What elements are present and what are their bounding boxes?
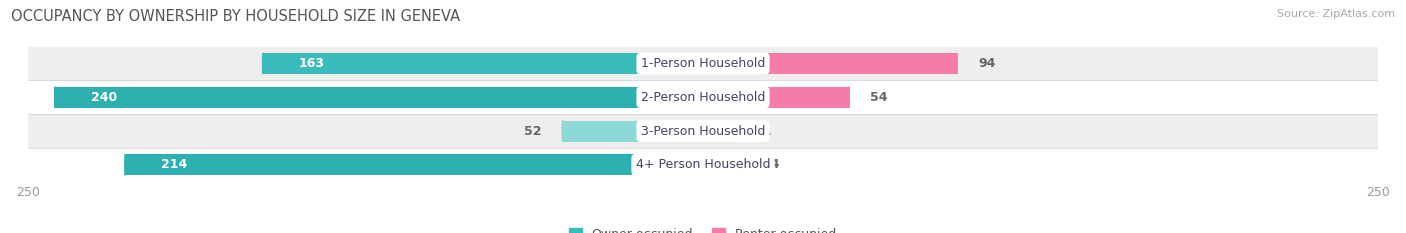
Text: 52: 52	[523, 125, 541, 137]
Text: 14: 14	[762, 158, 780, 171]
Bar	[703, 121, 733, 141]
Text: Source: ZipAtlas.com: Source: ZipAtlas.com	[1277, 9, 1395, 19]
Text: 2-Person Household: 2-Person Household	[641, 91, 765, 104]
Bar	[703, 53, 956, 74]
Text: 4+ Person Household: 4+ Person Household	[636, 158, 770, 171]
Text: 54: 54	[870, 91, 887, 104]
Text: OCCUPANCY BY OWNERSHIP BY HOUSEHOLD SIZE IN GENEVA: OCCUPANCY BY OWNERSHIP BY HOUSEHOLD SIZE…	[11, 9, 460, 24]
Text: 163: 163	[298, 57, 325, 70]
Bar	[703, 154, 741, 175]
Bar	[28, 114, 1378, 148]
Text: 94: 94	[979, 57, 995, 70]
Text: 214: 214	[160, 158, 187, 171]
Bar	[562, 121, 703, 141]
Legend: Owner-occupied, Renter-occupied: Owner-occupied, Renter-occupied	[564, 223, 842, 233]
Bar	[263, 53, 703, 74]
Text: 1-Person Household: 1-Person Household	[641, 57, 765, 70]
Bar	[125, 154, 703, 175]
Bar	[28, 80, 1378, 114]
Bar	[28, 47, 1378, 80]
Text: 11: 11	[754, 125, 772, 137]
Bar	[55, 87, 703, 108]
Text: 3-Person Household: 3-Person Household	[641, 125, 765, 137]
Bar	[703, 87, 849, 108]
Bar	[28, 148, 1378, 182]
Text: 240: 240	[90, 91, 117, 104]
